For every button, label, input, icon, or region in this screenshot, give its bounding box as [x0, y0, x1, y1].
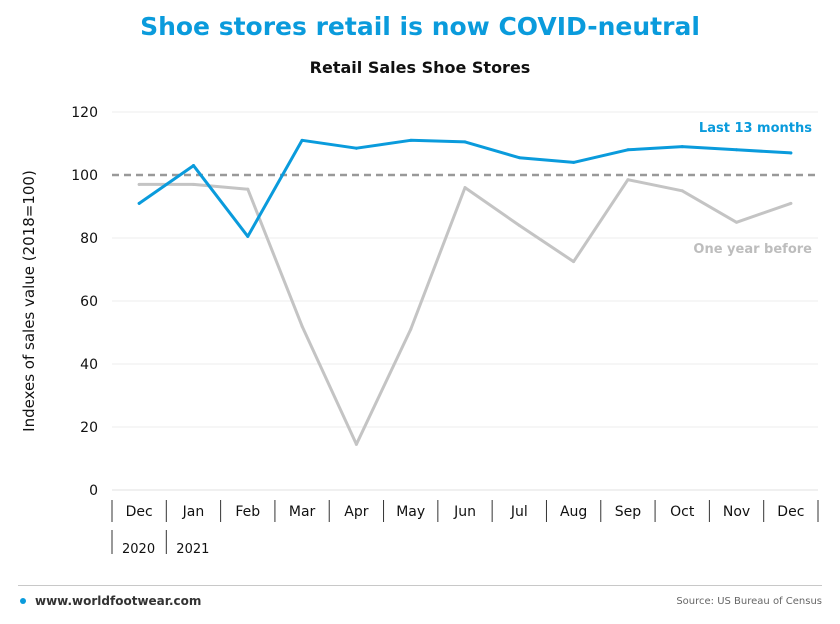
one-year-before-point	[137, 182, 141, 186]
x-tick-label: Aug	[560, 504, 587, 520]
one-year-before-point	[626, 178, 630, 182]
x-tick-label: Oct	[670, 504, 695, 520]
one-year-before-point	[517, 223, 521, 227]
series-line-one-year-before	[137, 178, 793, 446]
year-label: 2020	[122, 542, 155, 557]
last-13-months-point	[246, 234, 250, 238]
x-tick-label: Apr	[344, 504, 368, 520]
one-year-before-point	[300, 324, 304, 328]
one-year-before-point	[463, 186, 467, 190]
y-tick-label: 100	[71, 168, 98, 184]
x-tick-label: Jun	[453, 504, 476, 520]
footer-website[interactable]: www.worldfootwear.com	[20, 594, 201, 608]
one-year-before-point	[409, 327, 413, 331]
one-year-before-point	[246, 187, 250, 191]
one-year-before-point	[191, 182, 195, 186]
last-13-months-point	[354, 146, 358, 150]
last-13-months-point	[137, 201, 141, 205]
x-axis-categories: Dec Jan Feb Mar Apr May Jun Jul Aug Sep Oct Nov Dec 2…	[111, 500, 819, 557]
x-tick-label: Dec	[777, 504, 804, 520]
last-13-months-point	[463, 140, 467, 144]
last-13-months-point	[789, 151, 793, 155]
x-tick-label: Feb	[235, 504, 260, 520]
bullet-dot-icon	[20, 597, 26, 604]
series-label-one-year-before: One year before	[693, 242, 812, 257]
y-axis-ticks: 0 20 40 60 80 100 120	[71, 105, 98, 499]
one-year-before-point	[789, 201, 793, 205]
last-13-months-point	[300, 138, 304, 142]
y-tick-label: 0	[89, 483, 98, 499]
x-tick-label: Jan	[182, 504, 205, 520]
series-lines	[112, 138, 818, 446]
chart-headline: Shoe stores retail is now COVID-neutral	[140, 12, 700, 41]
last-13-months-point	[680, 145, 684, 149]
x-tick-label: May	[396, 504, 425, 520]
series-label-last-13-months: Last 13 months	[699, 121, 812, 136]
x-tick-label: Jul	[510, 504, 528, 520]
footer-divider	[18, 585, 822, 586]
one-year-before-point	[572, 260, 576, 264]
website-link[interactable]: www.worldfootwear.com	[35, 594, 202, 608]
one-year-before-point	[354, 442, 358, 446]
last-13-months-point	[572, 160, 576, 164]
y-tick-label: 20	[80, 420, 98, 436]
last-13-months-point	[191, 164, 195, 168]
last-13-months-point	[409, 138, 413, 142]
y-axis-label: Indexes of sales value (2018=100)	[20, 170, 38, 432]
x-tick-label: Nov	[723, 504, 750, 520]
x-tick-label: Sep	[615, 504, 642, 520]
year-label: 2021	[176, 542, 209, 557]
last-13-months-point	[517, 156, 521, 160]
last-13-months-point	[735, 148, 739, 152]
line-chart: 0 20 40 60 80 100 120 Dec Jan Feb Mar Apr May Jun Jul…	[20, 105, 819, 557]
gridlines	[112, 111, 818, 428]
one-year-before-point	[680, 189, 684, 193]
y-tick-label: 120	[71, 105, 98, 121]
one-year-before-point	[735, 220, 739, 224]
chart-title: Retail Sales Shoe Stores	[309, 58, 531, 77]
x-tick-label: Dec	[126, 504, 153, 520]
y-tick-label: 80	[80, 231, 98, 247]
y-tick-label: 40	[80, 357, 98, 373]
y-tick-label: 60	[80, 294, 98, 310]
footer-source: Source: US Bureau of Census	[676, 596, 822, 607]
x-tick-label: Mar	[289, 504, 316, 520]
series-labels: Last 13 months One year before	[693, 121, 812, 257]
last-13-months-point	[626, 148, 630, 152]
